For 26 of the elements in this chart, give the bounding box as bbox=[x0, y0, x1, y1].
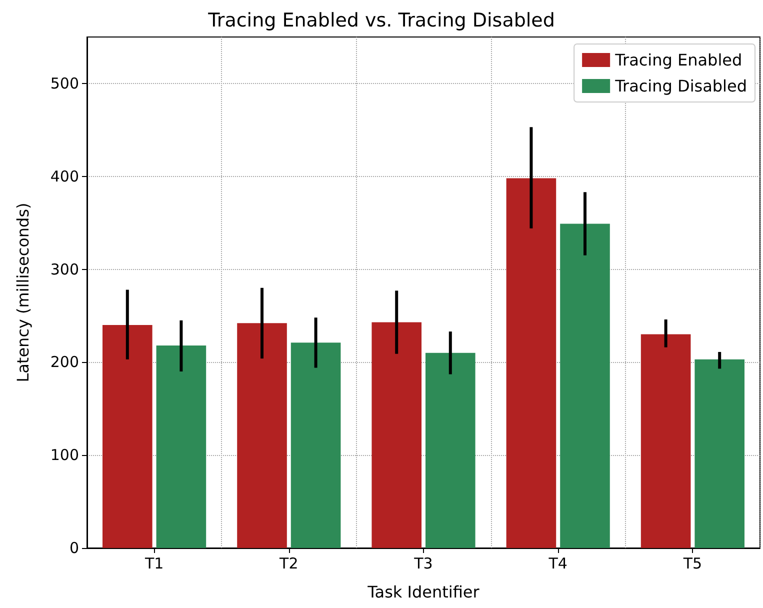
x-axis-title: Task Identifier bbox=[366, 582, 480, 602]
x-tick-label: T4 bbox=[548, 554, 568, 572]
y-tick-label: 200 bbox=[50, 353, 79, 372]
bar bbox=[102, 325, 152, 548]
x-tick-label: T5 bbox=[682, 554, 702, 572]
x-tick-label: T2 bbox=[278, 554, 298, 572]
y-tick-label: 400 bbox=[50, 167, 79, 186]
bar bbox=[506, 178, 556, 548]
x-tick-label: T1 bbox=[144, 554, 164, 572]
y-tick-label: 100 bbox=[50, 446, 79, 464]
bar bbox=[640, 334, 691, 548]
legend-label: Tracing Disabled bbox=[614, 76, 747, 96]
bar bbox=[425, 352, 476, 548]
y-tick-label: 300 bbox=[50, 260, 79, 278]
bar bbox=[290, 342, 341, 548]
y-axis-title: Latency (milliseconds) bbox=[14, 202, 32, 382]
bar bbox=[560, 224, 610, 548]
y-tick-label: 500 bbox=[50, 74, 79, 92]
bar bbox=[372, 322, 422, 548]
legend-label: Tracing Enabled bbox=[614, 50, 742, 70]
x-tick-label: T3 bbox=[413, 554, 433, 572]
bar bbox=[237, 323, 287, 548]
bar bbox=[156, 345, 206, 548]
bar bbox=[694, 359, 744, 548]
chart-title: Tracing Enabled vs. Tracing Disabled bbox=[207, 10, 555, 32]
y-tick-label: 0 bbox=[69, 539, 79, 557]
